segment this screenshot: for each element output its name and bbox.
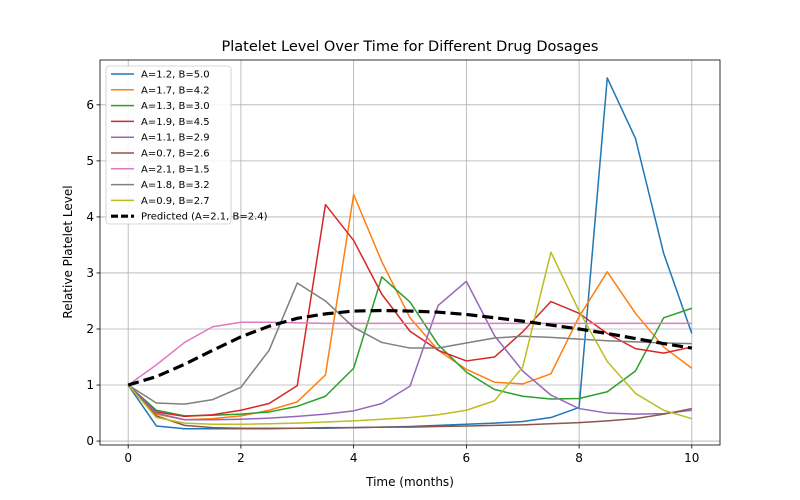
series-line-5	[127, 384, 692, 429]
series-lines	[127, 77, 693, 430]
y-tick-label: 2	[86, 322, 94, 336]
legend-label-7: A=1.8, B=3.2	[141, 180, 210, 191]
x-tick-label: 4	[350, 451, 358, 465]
series-line-9	[127, 308, 693, 387]
x-axis-ticks: 0 2 4 6 8 10	[124, 445, 699, 465]
series-line-7	[127, 282, 692, 405]
legend-label-3: A=1.9, B=4.5	[141, 117, 210, 128]
legend-label-0: A=1.2, B=5.0	[141, 70, 210, 81]
x-axis-label: Time (months)	[365, 475, 454, 489]
x-tick-label: 0	[124, 451, 132, 465]
legend-box	[105, 65, 232, 225]
series-line-2	[127, 276, 693, 417]
y-axis-ticks: 0 1 2 3 4 5 6	[86, 98, 100, 448]
y-tick-label: 1	[86, 378, 94, 392]
series-line-3	[127, 203, 692, 418]
chart-title: Platelet Level Over Time for Different D…	[222, 39, 599, 55]
y-tick-label: 0	[86, 434, 94, 448]
x-tick-label: 2	[237, 451, 245, 465]
series-line-1	[127, 193, 693, 421]
y-tick-label: 3	[86, 266, 94, 280]
legend-label-5: A=0.7, B=2.6	[141, 149, 210, 160]
series-line-4	[127, 280, 692, 421]
legend-label-4: A=1.1, B=2.9	[141, 133, 210, 144]
legend-label-1: A=1.7, B=4.2	[141, 85, 210, 96]
legend-label-2: A=1.3, B=3.0	[141, 101, 210, 112]
series-line-8	[127, 251, 693, 426]
legend-label-6: A=2.1, B=1.5	[141, 164, 210, 175]
series-line-6	[127, 321, 692, 386]
legend: A=1.2, B=5.0 A=1.7, B=4.2 A=1.3, B=3.0 A=1.…	[105, 65, 268, 225]
y-tick-label: 5	[86, 154, 94, 168]
plot-frame	[99, 59, 721, 446]
legend-label-8: A=0.9, B=2.7	[141, 196, 210, 207]
y-tick-label: 4	[86, 210, 94, 224]
x-tick-label: 10	[684, 451, 699, 465]
y-axis-label: Relative Platelet Level	[61, 185, 75, 318]
x-tick-label: 6	[463, 451, 471, 465]
legend-label-9: Predicted (A=2.1, B=2.4)	[141, 212, 268, 223]
x-tick-label: 8	[575, 451, 583, 465]
y-tick-label: 6	[86, 98, 94, 112]
